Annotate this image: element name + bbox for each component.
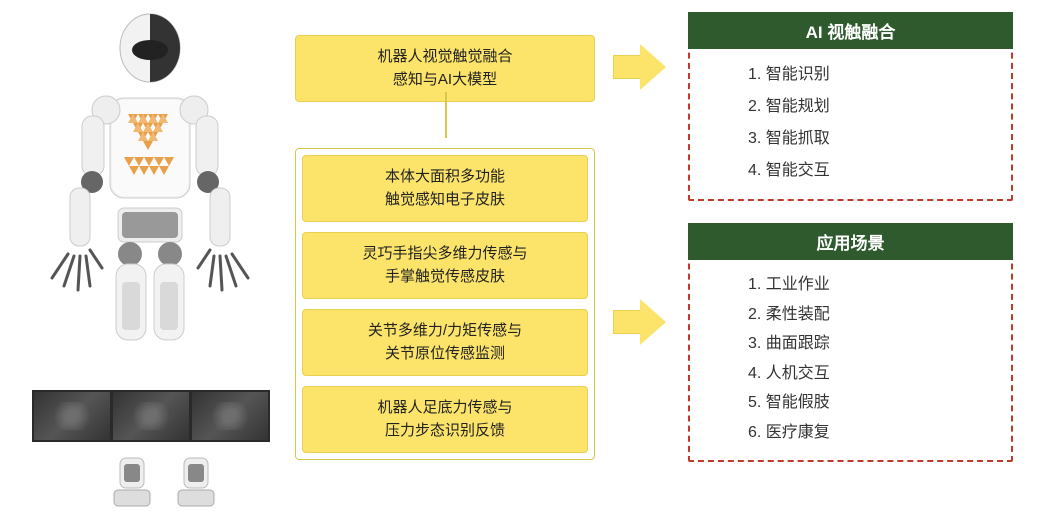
right-foot — [174, 456, 218, 510]
thumbnail-2 — [113, 392, 189, 440]
list-item: 智能识别 — [744, 59, 1011, 91]
left-foot — [110, 456, 154, 510]
list-item: 人机交互 — [744, 359, 1011, 389]
feature-3-line1: 关节多维力/力矩传感与 — [368, 322, 522, 339]
robot-feet — [110, 456, 218, 510]
thumbnail-3 — [192, 392, 268, 440]
list-item: 智能交互 — [744, 155, 1011, 187]
list-item: 工业作业 — [744, 270, 1011, 300]
left-hand — [52, 250, 102, 290]
list-item: 智能抓取 — [744, 123, 1011, 155]
card-ai-fusion-header: AI 视触融合 — [688, 12, 1013, 49]
card-applications-header: 应用场景 — [688, 223, 1013, 260]
feature-box-1: 本体大面积多功能 触觉感知电子皮肤 — [302, 155, 588, 222]
feature-top-line2: 感知与AI大模型 — [393, 71, 497, 88]
feature-4-line2: 压力步态识别反馈 — [385, 422, 505, 439]
feature-1-line1: 本体大面积多功能 — [385, 168, 505, 185]
right-column: AI 视触融合 智能识别 智能规划 智能抓取 智能交互 应用场景 工业作业 柔性… — [688, 12, 1013, 462]
feature-3-line2: 关节原位传感监测 — [385, 345, 505, 362]
thumbnail-strip — [32, 390, 270, 442]
list-item: 医疗康复 — [744, 418, 1011, 448]
connector-line — [445, 92, 447, 138]
arrow-2 — [613, 310, 641, 334]
robot-illustration — [20, 10, 280, 520]
feature-top-line1: 机器人视觉触觉融合 — [377, 48, 512, 65]
card-ai-fusion: AI 视触融合 智能识别 智能规划 智能抓取 智能交互 — [688, 12, 1013, 201]
feature-group: 本体大面积多功能 触觉感知电子皮肤 灵巧手指尖多维力传感与 手掌触觉传感皮肤 关… — [295, 148, 595, 460]
feature-box-2: 灵巧手指尖多维力传感与 手掌触觉传感皮肤 — [302, 232, 588, 299]
arrow-2-head — [640, 299, 666, 345]
list-item: 智能假肢 — [744, 388, 1011, 418]
right-hand — [198, 250, 248, 290]
list-item: 曲面跟踪 — [744, 329, 1011, 359]
feature-2-line1: 灵巧手指尖多维力传感与 — [362, 245, 527, 262]
card-applications: 应用场景 工业作业 柔性装配 曲面跟踪 人机交互 智能假肢 医疗康复 — [688, 223, 1013, 462]
card-applications-list: 工业作业 柔性装配 曲面跟踪 人机交互 智能假肢 医疗康复 — [690, 270, 1011, 448]
feature-box-3: 关节多维力/力矩传感与 关节原位传感监测 — [302, 309, 588, 376]
feature-2-line2: 手掌触觉传感皮肤 — [385, 268, 505, 285]
thumbnail-1 — [34, 392, 110, 440]
arrow-1-head — [640, 44, 666, 90]
list-item: 柔性装配 — [744, 300, 1011, 330]
feature-1-line2: 触觉感知电子皮肤 — [385, 191, 505, 208]
feature-box-4: 机器人足底力传感与 压力步态识别反馈 — [302, 386, 588, 453]
feature-4-line1: 机器人足底力传感与 — [377, 399, 512, 416]
arrow-1 — [613, 55, 641, 79]
list-item: 智能规划 — [744, 91, 1011, 123]
robot-svg — [20, 10, 280, 410]
card-ai-fusion-list: 智能识别 智能规划 智能抓取 智能交互 — [690, 59, 1011, 187]
